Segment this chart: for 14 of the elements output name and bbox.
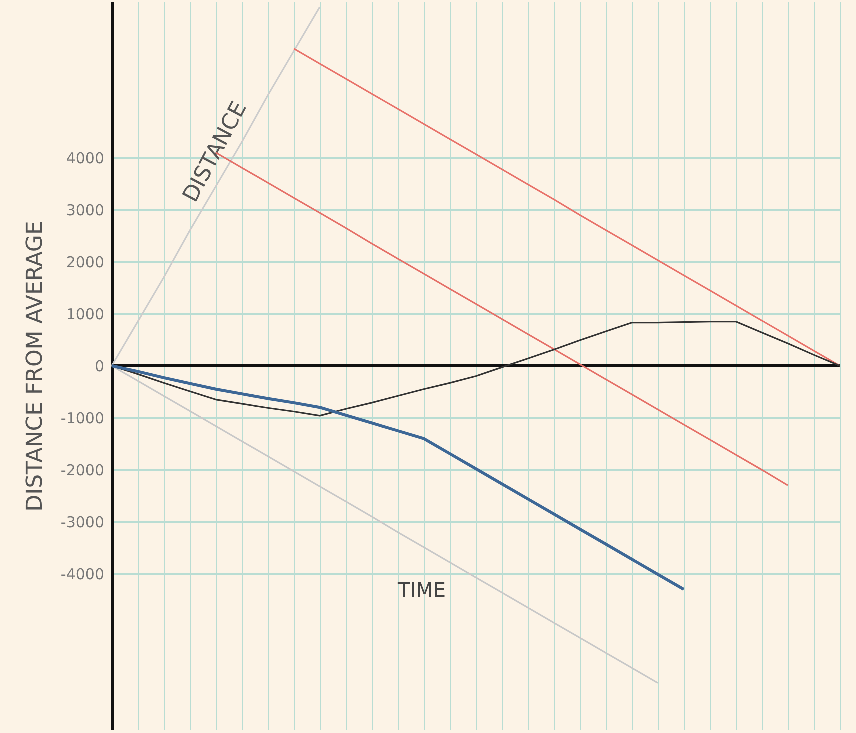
y-axis-title: DISTANCE FROM AVERAGE bbox=[22, 221, 48, 512]
y-tick-label: -1000 bbox=[60, 410, 104, 428]
line-series bbox=[111, 321, 841, 417]
y-tick-label: 2000 bbox=[66, 254, 104, 272]
line-series bbox=[111, 6, 321, 367]
y-tick-label: -3000 bbox=[60, 514, 104, 532]
y-tick-label: -2000 bbox=[60, 462, 104, 480]
line-series bbox=[293, 48, 841, 367]
y-tick-label: 1000 bbox=[66, 306, 104, 324]
x-axis-title: TIME bbox=[396, 578, 446, 602]
y-tick-label: 0 bbox=[94, 358, 104, 376]
y-tick-label: -4000 bbox=[60, 566, 104, 584]
y-tick-label: 3000 bbox=[66, 202, 104, 220]
y-tick-label: 4000 bbox=[66, 150, 104, 168]
